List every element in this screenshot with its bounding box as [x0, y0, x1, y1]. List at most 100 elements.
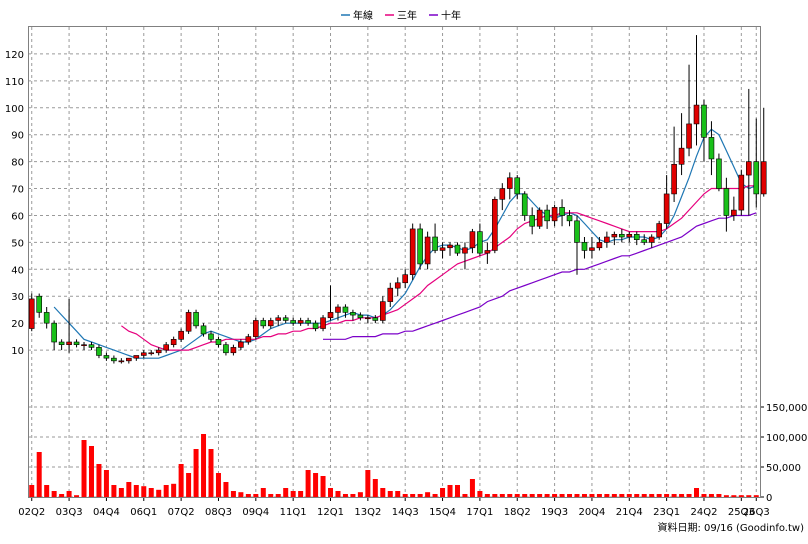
volume-bar [484, 494, 490, 497]
candle-body [656, 223, 662, 238]
volume-bar [619, 494, 625, 497]
legend-label-3: 十年 [441, 9, 461, 22]
volume-bar [514, 494, 520, 497]
volume-bar [537, 494, 543, 497]
candle-body [111, 357, 117, 362]
candle-body [499, 188, 506, 200]
volume-bar [641, 494, 647, 497]
volume-bar [507, 494, 513, 497]
volume-bar [402, 494, 408, 497]
candle-body [686, 123, 692, 149]
candle-body [663, 193, 670, 224]
volume-bar [723, 495, 729, 497]
price-tick-label: 50 [11, 238, 24, 249]
candle-body [357, 314, 364, 319]
volume-bar [186, 473, 192, 497]
candle-body [43, 312, 50, 324]
candle-body [133, 355, 140, 359]
volume-bar [664, 494, 670, 497]
candle-body [424, 236, 431, 265]
candle-body [604, 236, 610, 243]
volume-grid [28, 406, 760, 498]
candle-body [379, 301, 386, 321]
candle-body [409, 228, 416, 275]
volume-bar [133, 485, 139, 497]
volume-bar [178, 464, 184, 497]
candle-body [342, 306, 349, 313]
volume-bar [342, 494, 348, 497]
volume-bar [417, 494, 423, 497]
candle-body [544, 209, 550, 222]
candle-body [536, 209, 543, 227]
volume-bar [156, 489, 162, 497]
volume-bar [387, 491, 393, 497]
candle-body [118, 360, 125, 363]
volume-bar [395, 491, 401, 497]
volume-bar [529, 494, 535, 497]
volume-bar [238, 492, 244, 497]
candle-body [372, 317, 379, 321]
volume-tick-label: 100,000 [766, 433, 807, 444]
volume-bar [350, 494, 356, 497]
volume-bar [275, 494, 281, 497]
candle-body [51, 322, 57, 343]
candle-body [439, 247, 446, 251]
volume-bar [604, 494, 610, 497]
volume-bar [126, 482, 132, 497]
volume-bar [357, 492, 363, 497]
x-tick-label: 19Q3 [541, 507, 568, 518]
candle-body [402, 274, 409, 284]
candle-body [223, 344, 229, 354]
candle-body [126, 357, 132, 362]
candle-body [200, 325, 207, 335]
candle-body [760, 161, 767, 195]
volume-bar [671, 494, 677, 497]
candle-body [506, 177, 513, 189]
candle-body [551, 207, 558, 222]
volume-bar [328, 488, 334, 497]
candle-body [596, 242, 603, 249]
x-tick-label: 14Q3 [392, 507, 419, 518]
footer-note: 資料日期: 09/16 (Goodinfo.tw) [657, 521, 804, 534]
volume-bar [753, 495, 759, 497]
candle-body [708, 137, 715, 160]
price-tick-label: 110 [5, 77, 24, 88]
x-tick-label: 25Q3 [728, 507, 755, 518]
candle-body [253, 320, 259, 337]
volume-bar [96, 464, 102, 497]
volume-bar [492, 494, 498, 497]
x-tick-label: 21Q4 [616, 507, 643, 518]
volume-bar [574, 494, 580, 497]
candle-body [484, 250, 491, 254]
volume-bar [118, 488, 124, 497]
price-axis: 10 20 30 40 50 60 70 80 90 100 110 120 [5, 50, 24, 357]
x-tick-label: 13Q2 [354, 507, 381, 518]
volume-bar [454, 485, 460, 497]
volume-bar [567, 494, 573, 497]
x-tick-label: 23Q1 [653, 507, 680, 518]
candle-body [365, 317, 371, 320]
candle-body [701, 104, 707, 138]
candle-body [611, 234, 618, 238]
candle-body [671, 164, 677, 195]
volume-bar [410, 494, 416, 497]
volume-tick-label: 150,000 [766, 403, 807, 414]
price-tick-label: 80 [11, 158, 24, 169]
x-tick-label: 02Q2 [18, 507, 45, 518]
volume-bar [440, 488, 446, 497]
volume-bar [29, 485, 35, 497]
volume-bar [708, 494, 714, 497]
x-tick-label: 15Q4 [429, 507, 456, 518]
candle-body [417, 228, 423, 265]
volume-bar [679, 494, 685, 497]
x-axis: 02Q2 03Q3 04Q4 06Q1 07Q2 08Q3 09Q4 11Q1 12Q1 13Q2… [18, 497, 770, 518]
candle-body [574, 220, 580, 243]
x-tick-label: 26Q3 [743, 507, 770, 518]
volume-bar [731, 495, 737, 497]
volume-bar [245, 494, 251, 497]
candle-body [290, 320, 296, 324]
candle-body [28, 298, 35, 329]
volume-bar [313, 473, 319, 497]
candlesticks [28, 35, 767, 364]
